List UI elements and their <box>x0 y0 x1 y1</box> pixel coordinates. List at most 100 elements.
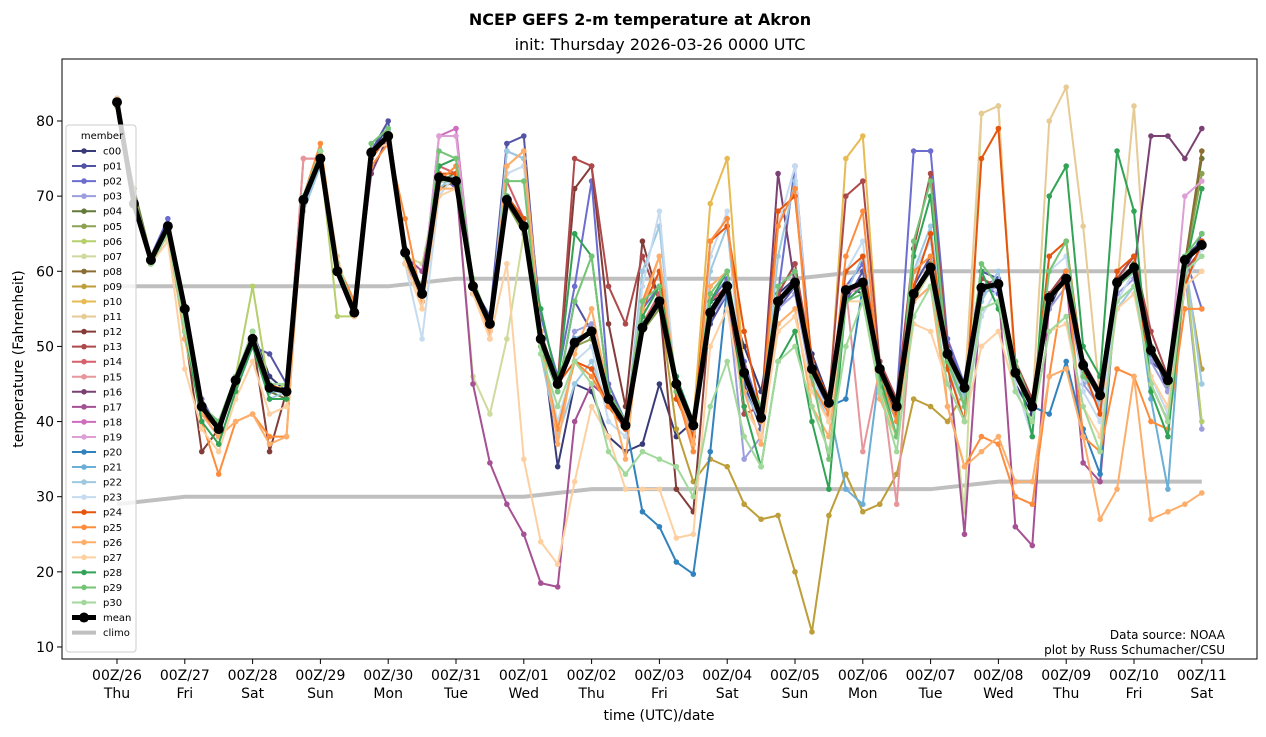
point-p30 <box>961 418 968 425</box>
point-p29 <box>368 140 375 147</box>
point-p30 <box>843 343 849 350</box>
x-tick-day-label: Mon <box>848 686 878 702</box>
point-p16 <box>1199 125 1205 132</box>
point-p30 <box>775 358 781 365</box>
point-p27 <box>487 336 493 342</box>
point-p30 <box>1080 403 1086 410</box>
chart-title: NCEP GEFS 2-m temperature at Akron <box>469 10 811 29</box>
legend-label-p05: p05 <box>103 222 122 233</box>
mean-point <box>654 296 665 307</box>
legend-marker-p29 <box>81 584 87 591</box>
y-axis-label: temperature (Fahrenheit) <box>11 270 27 447</box>
point-p28 <box>809 418 815 425</box>
point-p26 <box>978 448 985 455</box>
point-p10 <box>707 200 714 207</box>
legend-marker-p04 <box>81 208 87 214</box>
legend-marker-c00 <box>81 148 87 154</box>
legend-label-p14: p14 <box>103 357 122 368</box>
x-axis-label: time (UTC)/date <box>603 708 714 724</box>
mean-point <box>603 394 614 405</box>
mean-point <box>451 176 461 187</box>
x-tick-day-label: Tue <box>918 686 943 702</box>
point-p27 <box>283 403 290 410</box>
legend-marker-p02 <box>81 178 87 184</box>
point-p17 <box>504 501 510 508</box>
point-p17 <box>470 381 476 387</box>
point-p08 <box>1199 148 1205 154</box>
point-p20 <box>707 448 714 455</box>
point-p30 <box>588 381 595 387</box>
point-p23 <box>605 418 612 425</box>
point-p25 <box>266 433 273 440</box>
point-p28 <box>283 396 290 402</box>
legend-label-p06: p06 <box>103 237 122 248</box>
legend-label-p18: p18 <box>103 417 122 428</box>
legend-marker-p25 <box>81 524 87 531</box>
point-p17 <box>1029 542 1036 549</box>
point-p24 <box>995 125 1002 132</box>
point-p24 <box>1097 411 1103 417</box>
legend-marker-p26 <box>81 539 87 546</box>
mean-point <box>434 172 445 183</box>
point-p24 <box>978 155 985 162</box>
legend-marker-p27 <box>81 554 87 561</box>
point-p23 <box>419 336 425 342</box>
point-p29 <box>521 178 527 184</box>
point-p27 <box>588 403 595 410</box>
point-p30 <box>317 148 324 154</box>
mean-point <box>112 97 122 108</box>
x-tick-label: 00Z/28 <box>228 668 278 684</box>
point-p30 <box>656 456 663 462</box>
legend-marker-p19 <box>81 434 87 440</box>
point-p10 <box>860 133 866 139</box>
point-p13 <box>588 163 595 169</box>
x-tick-day-label: Tue <box>443 686 468 702</box>
legend-marker-p07 <box>81 253 87 260</box>
point-p27 <box>673 535 680 541</box>
legend-marker-p05 <box>81 223 87 230</box>
point-p30 <box>622 471 629 477</box>
point-p30 <box>554 403 561 410</box>
point-p29 <box>385 125 392 132</box>
point-p19 <box>1182 193 1188 199</box>
mean-point <box>840 285 851 296</box>
legend-label-p24: p24 <box>103 508 122 519</box>
mean-point <box>874 363 885 374</box>
mean-point <box>959 382 970 393</box>
legend-marker-p09 <box>81 283 87 290</box>
point-p17 <box>521 531 527 538</box>
point-p13 <box>622 321 629 327</box>
point-c00 <box>639 441 646 447</box>
point-p20 <box>1097 471 1103 477</box>
point-p27 <box>639 486 646 492</box>
legend-label-p13: p13 <box>103 342 122 353</box>
point-p29 <box>927 178 934 184</box>
data-source-annotation: Data source: NOAA <box>1110 628 1226 642</box>
point-p25 <box>724 215 730 222</box>
mean-point <box>1112 277 1123 288</box>
legend-marker-p14 <box>81 358 87 365</box>
point-p24 <box>588 366 595 372</box>
point-p02 <box>571 283 578 290</box>
point-p25 <box>707 238 714 245</box>
point-p15 <box>300 155 307 162</box>
point-p27 <box>419 306 425 312</box>
point-p30 <box>1165 418 1171 425</box>
point-c00 <box>656 381 663 387</box>
legend-marker-p10 <box>81 298 87 305</box>
point-p24 <box>1114 268 1120 275</box>
point-p21 <box>860 501 866 508</box>
point-p21 <box>843 486 849 492</box>
y-axis: 10 20 30 40 50 60 70 80 <box>36 114 62 656</box>
point-p27 <box>504 260 510 267</box>
x-tick-label: 00Z/01 <box>499 668 549 684</box>
point-p25 <box>317 140 324 147</box>
x-tick-day-label: Thu <box>1052 686 1079 702</box>
plot-content <box>112 84 1207 635</box>
legend-marker-p15 <box>81 373 87 380</box>
point-p03 <box>588 321 595 327</box>
y-tick-label: 40 <box>36 415 54 431</box>
point-p12 <box>266 448 273 455</box>
legend-marker-p28 <box>81 569 87 576</box>
point-p18 <box>453 125 459 132</box>
